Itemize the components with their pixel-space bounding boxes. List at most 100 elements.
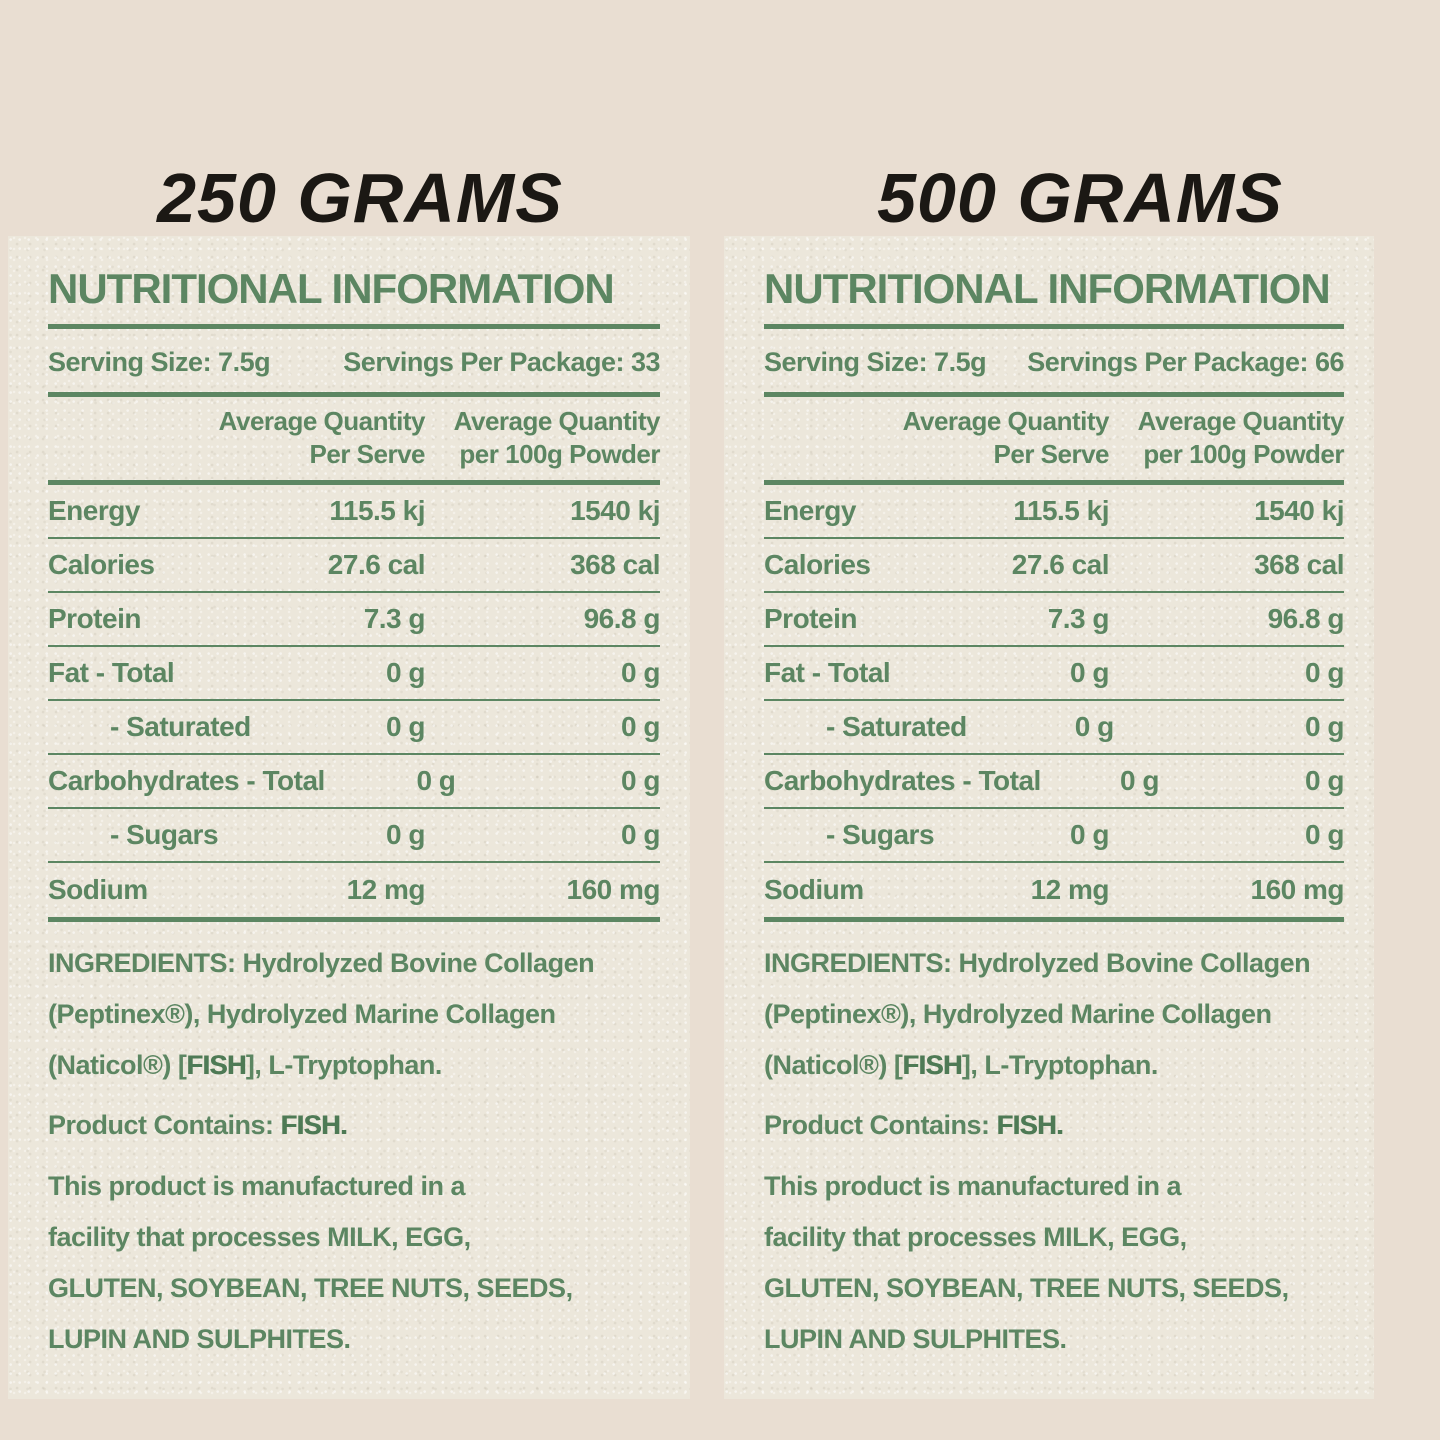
row-label: Energy — [764, 495, 856, 526]
nutrition-label-500g: NUTRITIONAL INFORMATION Serving Size: 7.… — [724, 236, 1374, 1399]
contains-text: Product Contains: — [48, 1110, 281, 1140]
row-value-per-serve: 0 g — [416, 765, 456, 796]
ingredients-allergen: FISH — [186, 1050, 246, 1080]
label-comparison: 250 GRAMS NUTRITIONAL INFORMATION Servin… — [0, 0, 1440, 1399]
table-row: Protein 7.3 g 96.8 g — [764, 593, 1345, 647]
serving-row: Serving Size: 7.5g Servings Per Package:… — [764, 345, 1344, 379]
row-label: - Sugars — [110, 819, 219, 850]
row-label: - Saturated — [826, 711, 967, 742]
column-headers: Average Quantity Per Serve Average Quant… — [764, 405, 1345, 471]
ingredients-paragraph: INGREDIENTS: Hydrolyzed Bovine Collagen … — [764, 938, 1344, 1091]
row-value-per-serve: 0 g — [1119, 765, 1159, 796]
row-value-per-serve: 7.3 g — [1047, 603, 1110, 634]
row-value-per-100g: 1540 kj — [1254, 495, 1344, 526]
row-label: Energy — [48, 495, 140, 526]
serving-size: Serving Size: 7.5g — [764, 347, 987, 377]
row-value-per-serve: 0 g — [386, 657, 425, 688]
col-header-per-100g: Average Quantity per 100g Powder — [453, 406, 661, 469]
serving-rule — [48, 392, 660, 397]
size-heading-250g: 250 GRAMS — [157, 159, 563, 237]
row-value-per-serve: 0 g — [1074, 711, 1114, 742]
row-label: Calories — [48, 549, 155, 580]
nutrition-title: NUTRITIONAL INFORMATION — [48, 265, 615, 312]
ingredients-paragraph: INGREDIENTS: Hydrolyzed Bovine Collagen … — [48, 938, 660, 1091]
col-header-per-serve: Average Quantity Per Serve — [902, 406, 1110, 469]
row-value-per-serve: 12 mg — [1030, 874, 1110, 905]
nutrition-table: Energy 115.5 kj 1540 kj Calories 27.6 ca… — [764, 485, 1345, 922]
row-value-per-serve: 0 g — [386, 711, 425, 742]
serving-rule — [764, 392, 1344, 397]
row-label: Fat - Total — [48, 657, 175, 688]
header-rule — [48, 480, 660, 485]
row-value-per-100g: 0 g — [1305, 819, 1344, 850]
contains-text: Product Contains: — [764, 1110, 997, 1140]
contains-allergen: FISH. — [996, 1110, 1064, 1140]
row-value-per-100g: 0 g — [1305, 657, 1344, 688]
row-value-per-100g: 0 g — [1305, 765, 1344, 796]
row-label: - Saturated — [110, 711, 251, 742]
contains-line: Product Contains: FISH. — [48, 1105, 660, 1145]
row-value-per-serve: 0 g — [1070, 819, 1109, 850]
panel-500g: 500 GRAMS NUTRITIONAL INFORMATION Servin… — [720, 0, 1440, 1399]
col-header-per-100g: Average Quantity per 100g Powder — [1137, 406, 1345, 469]
table-row: Carbohydrates - Total 0 g 0 g — [764, 755, 1345, 809]
row-value-per-serve: 0 g — [386, 819, 425, 850]
row-value-per-100g: 160 mg — [1250, 874, 1345, 905]
row-value-per-100g: 160 mg — [566, 874, 661, 905]
servings-per-package: Servings Per Package: 66 — [1027, 347, 1344, 377]
contains-allergen: FISH. — [280, 1110, 348, 1140]
table-row: Sodium 12 mg 160 mg — [48, 863, 661, 922]
row-value-per-serve: 12 mg — [346, 874, 426, 905]
row-label: Sodium — [764, 874, 864, 905]
serving-row: Serving Size: 7.5g Servings Per Package:… — [48, 345, 660, 379]
nutrition-table: Energy 115.5 kj 1540 kj Calories 27.6 ca… — [48, 485, 661, 922]
row-label: Protein — [764, 603, 857, 634]
table-row: Carbohydrates - Total 0 g 0 g — [48, 755, 660, 809]
row-value-per-serve: 115.5 kj — [1013, 495, 1109, 526]
table-row: Calories 27.6 cal 368 cal — [48, 539, 661, 593]
row-value-per-100g: 368 cal — [570, 549, 660, 580]
row-label: Protein — [48, 603, 141, 634]
col-header-per-serve: Average Quantity Per Serve — [218, 406, 426, 469]
panel-250g: 250 GRAMS NUTRITIONAL INFORMATION Servin… — [0, 0, 720, 1399]
ingredients-text-tail: ], L-Tryptophan. — [245, 1050, 442, 1080]
row-label: - Sugars — [826, 819, 935, 850]
ingredients-text: INGREDIENTS: Hydrolyzed Bovine Collagen … — [48, 948, 595, 1080]
table-row: - Saturated 0 g 0 g — [764, 701, 1345, 755]
facility-notice: This product is manufactured in a facili… — [764, 1171, 1289, 1354]
row-value-per-serve: 27.6 cal — [1011, 549, 1110, 580]
ingredients-allergen: FISH — [902, 1050, 962, 1080]
header-rule — [764, 480, 1344, 485]
row-value-per-100g: 368 cal — [1254, 549, 1344, 580]
nutrition-label-250g: NUTRITIONAL INFORMATION Serving Size: 7.… — [8, 236, 690, 1399]
table-row: Fat - Total 0 g 0 g — [48, 647, 661, 701]
table-row: Energy 115.5 kj 1540 kj — [48, 485, 661, 539]
table-row: Fat - Total 0 g 0 g — [764, 647, 1345, 701]
row-value-per-100g: 0 g — [1305, 711, 1344, 742]
ingredients-text-tail: ], L-Tryptophan. — [961, 1050, 1158, 1080]
table-row: Sodium 12 mg 160 mg — [764, 863, 1345, 922]
table-row: Energy 115.5 kj 1540 kj — [764, 485, 1345, 539]
serving-size: Serving Size: 7.5g — [48, 347, 271, 377]
table-row: Calories 27.6 cal 368 cal — [764, 539, 1345, 593]
row-label: Sodium — [48, 874, 148, 905]
row-label: Fat - Total — [764, 657, 891, 688]
title-rule — [764, 324, 1344, 329]
row-value-per-100g: 0 g — [621, 711, 660, 742]
row-value-per-100g: 96.8 g — [1267, 603, 1345, 634]
row-value-per-serve: 115.5 kj — [329, 495, 425, 526]
facility-notice: This product is manufactured in a facili… — [48, 1171, 573, 1354]
row-value-per-100g: 0 g — [621, 657, 660, 688]
row-label: Carbohydrates - Total — [48, 765, 325, 796]
size-heading-500g: 500 GRAMS — [877, 159, 1283, 237]
row-value-per-100g: 0 g — [621, 819, 660, 850]
column-headers: Average Quantity Per Serve Average Quant… — [48, 405, 661, 471]
row-value-per-serve: 27.6 cal — [327, 549, 426, 580]
row-value-per-100g: 1540 kj — [570, 495, 660, 526]
row-label: Carbohydrates - Total — [764, 765, 1041, 796]
row-value-per-serve: 7.3 g — [363, 603, 426, 634]
row-value-per-100g: 0 g — [621, 765, 660, 796]
row-value-per-serve: 0 g — [1070, 657, 1109, 688]
servings-per-package: Servings Per Package: 33 — [343, 347, 660, 377]
row-value-per-100g: 96.8 g — [583, 603, 661, 634]
